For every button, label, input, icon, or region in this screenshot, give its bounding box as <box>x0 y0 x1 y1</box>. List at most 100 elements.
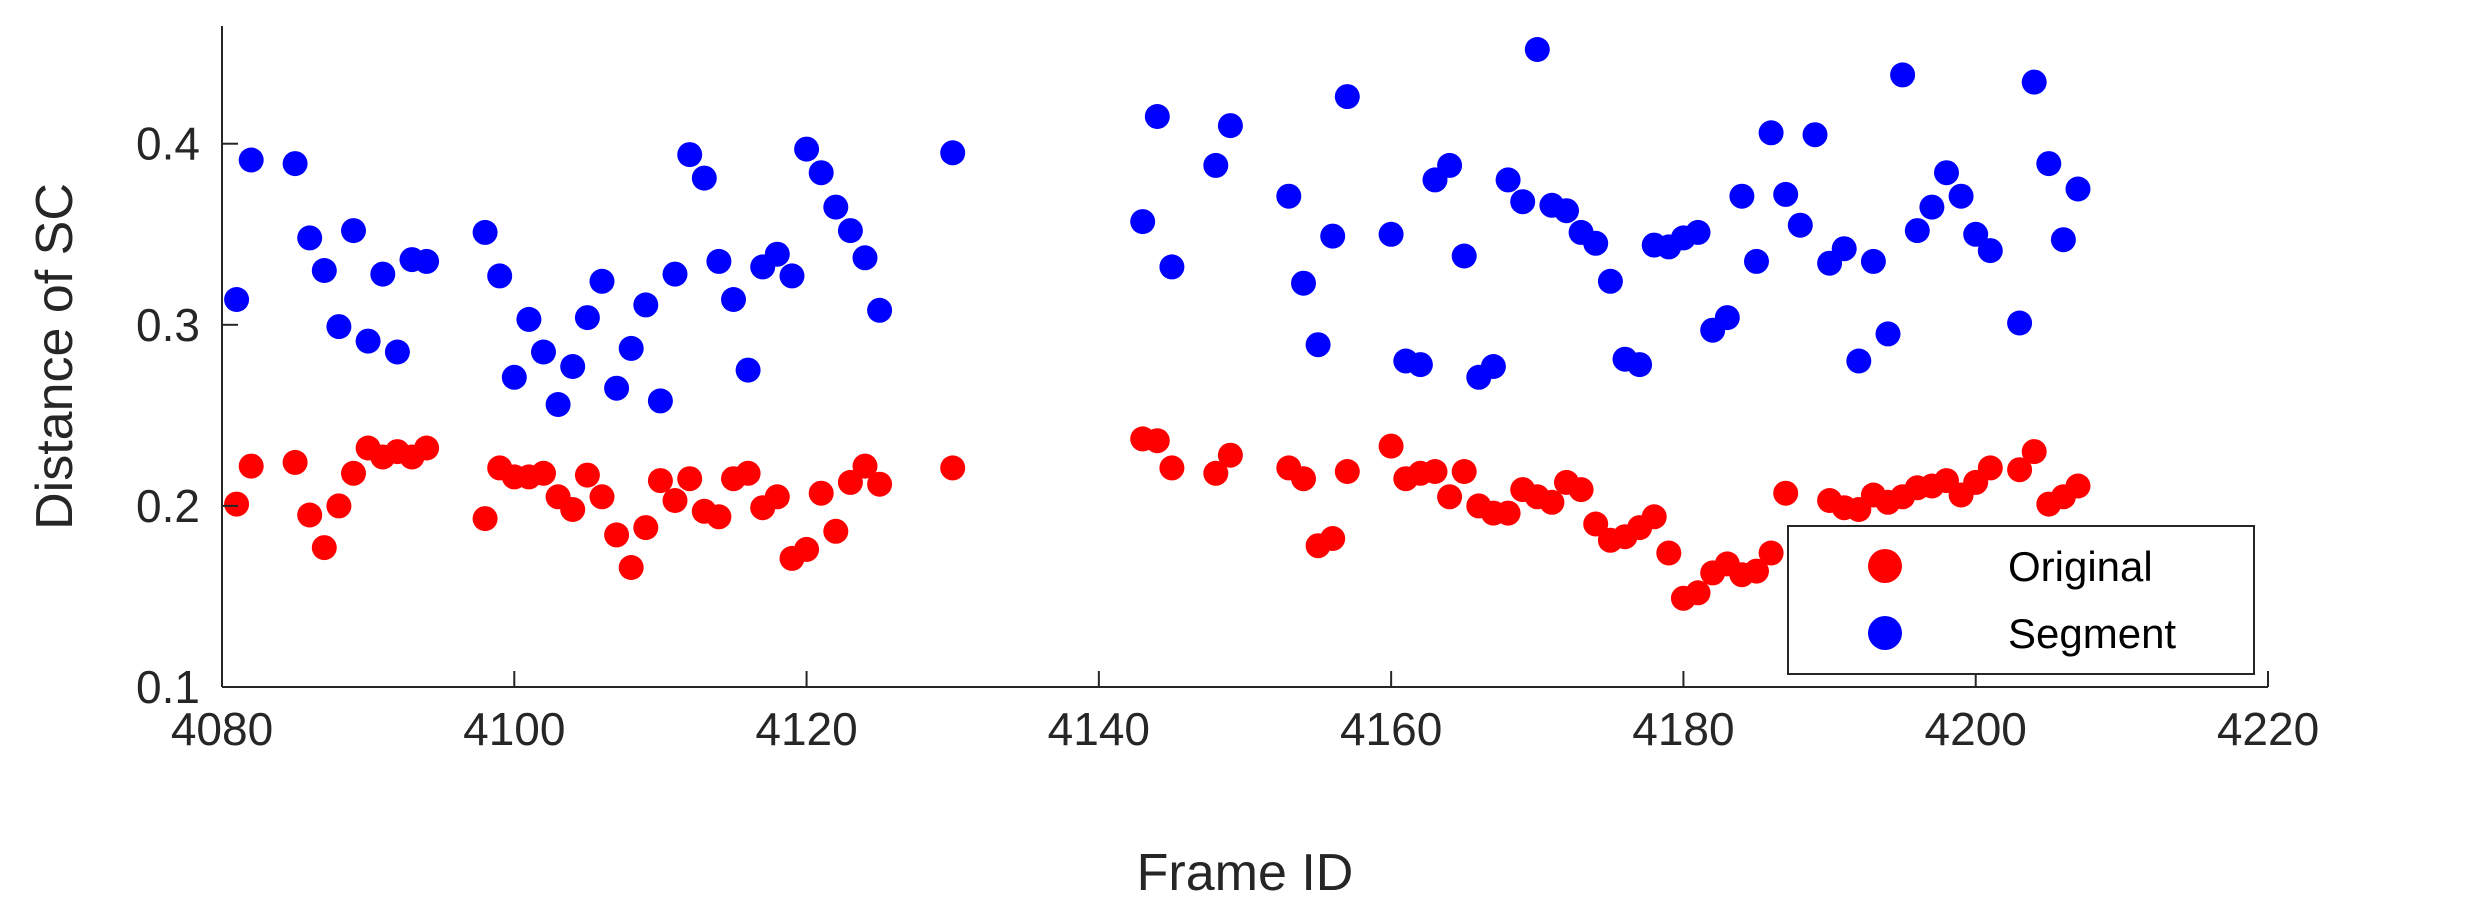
data-point <box>501 364 527 390</box>
data-point <box>1568 477 1594 503</box>
legend-marker-original <box>1868 549 1902 583</box>
data-point <box>2065 176 2091 202</box>
data-point <box>808 480 834 506</box>
data-point <box>487 263 513 289</box>
data-point <box>940 455 966 481</box>
data-point <box>297 502 323 528</box>
data-point <box>706 504 732 530</box>
data-point <box>1787 212 1813 238</box>
data-point <box>1948 183 1974 209</box>
data-point <box>1495 500 1521 526</box>
data-point <box>852 453 878 479</box>
data-point <box>531 339 556 365</box>
data-point <box>414 435 440 461</box>
data-point <box>2021 439 2047 465</box>
data-point <box>677 466 703 492</box>
data-point <box>589 484 615 510</box>
data-point <box>823 518 849 544</box>
data-point <box>618 555 644 580</box>
data-point <box>326 493 352 519</box>
data-point <box>1919 194 1945 220</box>
data-point <box>589 268 615 294</box>
data-point <box>545 392 571 417</box>
x-tick-label: 4140 <box>1048 703 1150 755</box>
data-point <box>2036 151 2062 177</box>
data-point <box>1977 455 2003 481</box>
data-point <box>1144 428 1170 454</box>
legend-label-segment: Segment <box>2008 610 2176 657</box>
data-point <box>1495 167 1521 193</box>
data-point <box>1159 455 1185 481</box>
data-point <box>1437 152 1463 178</box>
data-point <box>647 468 673 494</box>
x-tick-label: 4220 <box>2217 703 2319 755</box>
data-point <box>1744 248 1769 274</box>
data-point <box>2065 473 2091 499</box>
data-point <box>1583 511 1609 537</box>
data-point <box>1685 580 1711 606</box>
data-point <box>1320 223 1346 249</box>
data-point <box>647 388 673 414</box>
data-point <box>2050 227 2076 253</box>
data-point <box>808 160 834 186</box>
data-point <box>326 314 352 340</box>
y-axis-label: Distance of SC <box>26 183 84 530</box>
data-point <box>604 375 630 401</box>
y-tick-label: 0.1 <box>136 661 200 713</box>
x-tick-label: 4120 <box>755 703 857 755</box>
data-point <box>1159 254 1185 280</box>
data-point <box>1831 236 1857 262</box>
data-point <box>224 287 250 312</box>
data-point <box>837 218 863 244</box>
data-point <box>1627 352 1653 378</box>
data-point <box>516 306 542 332</box>
data-point <box>706 248 732 274</box>
data-point <box>1291 466 1316 492</box>
data-point <box>735 357 761 383</box>
data-point <box>1203 152 1229 178</box>
x-axis-label: Frame ID <box>1137 844 1354 902</box>
data-point <box>940 140 966 166</box>
data-point <box>794 136 820 162</box>
data-point <box>2007 310 2033 336</box>
data-point <box>560 497 586 522</box>
data-point <box>224 491 250 517</box>
data-point <box>1407 352 1433 378</box>
data-point <box>384 339 410 365</box>
x-tick-label: 4180 <box>1632 703 1734 755</box>
data-point <box>1480 354 1506 379</box>
y-tick-label: 0.3 <box>136 299 200 351</box>
data-point <box>1656 540 1682 566</box>
data-point <box>574 305 600 331</box>
data-point <box>1539 489 1565 515</box>
data-point <box>1758 120 1784 146</box>
data-point <box>1422 459 1448 484</box>
data-point <box>867 471 893 497</box>
data-point <box>721 287 746 312</box>
data-point <box>1291 270 1316 296</box>
data-point <box>1597 268 1623 294</box>
data-point <box>472 506 498 532</box>
data-point <box>867 297 893 323</box>
data-point <box>472 219 498 245</box>
data-point <box>341 218 366 244</box>
data-point <box>1378 433 1404 459</box>
x-tick-label: 4080 <box>171 703 273 755</box>
data-point <box>1378 221 1404 247</box>
data-point <box>1334 84 1360 110</box>
data-point <box>311 535 337 561</box>
data-point <box>311 258 337 283</box>
data-point <box>574 462 600 488</box>
data-point <box>662 488 688 513</box>
x-tick-label: 4100 <box>463 703 565 755</box>
data-point <box>2007 457 2033 483</box>
data-point <box>1641 504 1667 530</box>
data-point <box>735 460 761 486</box>
data-point <box>1860 248 1886 274</box>
y-tick-label: 0.2 <box>136 480 200 532</box>
data-point <box>1729 183 1755 209</box>
data-point <box>282 151 308 177</box>
data-point <box>1451 459 1477 484</box>
legend: Original Segment <box>1787 525 2255 675</box>
